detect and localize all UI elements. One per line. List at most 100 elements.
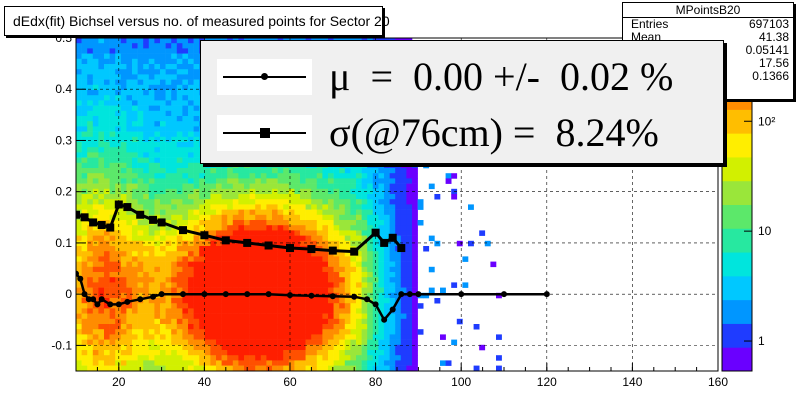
heatmap-cell [148,157,155,164]
heatmap-cell [372,329,379,335]
heatmap-cell [109,292,116,299]
heatmap-cell [171,43,178,49]
heatmap-cell [171,282,178,288]
heatmap-cell [305,251,312,257]
heatmap-cell [182,251,189,257]
heatmap-cell [199,168,206,174]
heatmap-cell [171,183,178,190]
heatmap-cell [132,214,138,221]
heatmap-cell [395,209,402,216]
heatmap-cell [87,53,94,60]
heatmap-cell [188,256,194,262]
heatmap-cell [182,142,189,148]
heatmap-cell [132,121,138,127]
heatmap-cell [98,240,105,247]
heatmap-cell [143,350,150,356]
heatmap-cell [333,256,340,262]
heatmap-cell [316,240,323,247]
heatmap-cell [176,235,183,242]
heatmap-cell [176,272,183,278]
heatmap-cell [92,95,99,101]
heatmap-cell [154,277,161,283]
heatmap-cell [395,370,402,371]
heatmap-cell [384,209,390,216]
heatmap-cell [232,204,239,210]
heatmap-cell [283,194,290,200]
heatmap-cell [160,53,166,60]
heatmap-cell [272,194,278,200]
heatmap-cell [132,365,138,371]
heatmap-cell [333,355,340,361]
heatmap-cell [148,173,155,179]
heatmap-cell [227,225,234,231]
heatmap-cell [143,147,150,153]
heatmap-cell [176,204,183,210]
heatmap-cell [126,74,133,80]
heatmap-cell [305,261,312,268]
heatmap-cell [266,329,273,335]
heatmap-cell [160,74,166,80]
color-scale-swatch [722,347,752,372]
heatmap-cell [92,308,99,314]
heatmap-cell [384,251,390,257]
heatmap-cell [109,360,116,366]
heatmap-cell [400,188,407,195]
heatmap-cell [109,266,116,273]
heatmap-cell [204,287,211,294]
heatmap-cell [154,38,161,44]
heatmap-cell [400,230,407,236]
heatmap-cell [182,121,189,127]
heatmap-cell [322,214,329,221]
heatmap-cell [193,214,200,221]
heatmap-cell [244,334,250,340]
heatmap-cell [434,298,441,304]
heatmap-cell [305,339,312,346]
series-point-sigma [157,218,166,227]
heatmap-cell [137,131,144,138]
heatmap-cell [249,350,256,356]
heatmap-cell [232,282,239,288]
heatmap-cell [266,225,273,231]
heatmap-cell [238,318,245,325]
heatmap-cell [400,199,407,205]
heatmap-cell [92,38,99,44]
heatmap-cell [176,261,183,268]
series-point-mean [85,296,92,303]
heatmap-cell [339,303,346,309]
heatmap-cell [406,220,413,226]
heatmap-cell [232,173,239,179]
heatmap-cell [294,282,301,288]
heatmap-cell [350,173,357,179]
heatmap-cell [361,235,368,242]
heatmap-cell [182,162,189,169]
heatmap-cell [333,272,340,278]
heatmap-cell [109,240,116,247]
heatmap-cell [294,329,301,335]
heatmap-cell [171,38,178,44]
heatmap-cell [104,344,110,351]
heatmap-cell [92,90,99,96]
heatmap-cell [143,199,150,205]
heatmap-cell [344,313,351,320]
heatmap-cell [176,110,183,117]
heatmap-cell [165,313,172,320]
heatmap-cell [87,84,94,91]
heatmap-cell [300,287,306,294]
heatmap-cell [92,64,99,70]
heatmap-cell [395,204,402,210]
heatmap-cell [137,240,144,247]
heatmap-cell [120,74,127,80]
heatmap-cell [288,350,295,356]
heatmap-cell [171,230,178,236]
heatmap-cell [204,350,211,356]
heatmap-cell [120,116,127,122]
heatmap-cell [193,142,200,148]
series-point-mean [180,291,186,298]
heatmap-cell [182,152,189,158]
heatmap-cell [165,308,172,314]
heatmap-cell [137,79,144,86]
heatmap-cell [232,303,239,309]
heatmap-cell [143,261,150,268]
heatmap-cell [406,209,413,216]
heatmap-cell [361,168,368,174]
